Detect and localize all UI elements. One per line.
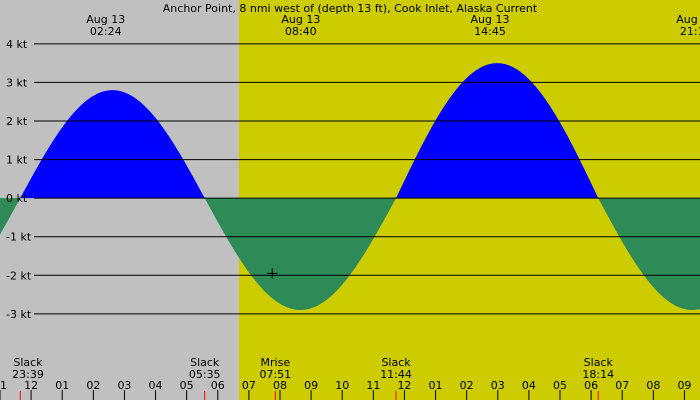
ebb-area [0, 198, 700, 310]
hour-tick-label: 03 [117, 379, 131, 392]
event-time-label: 23:39 [12, 368, 44, 381]
y-axis-labels: 4 kt 3 kt 2 kt 1 kt 0 kt -1 kt -2 kt -3 kt [6, 38, 32, 321]
event-title-label: Slack [584, 356, 614, 369]
hour-tick-label: 03 [491, 379, 505, 392]
event-title-label: Slack [13, 356, 43, 369]
hour-tick-label: 05 [553, 379, 567, 392]
event-title-label: Slack [381, 356, 411, 369]
current-areas [0, 63, 700, 310]
hour-tick-label: 11 [0, 379, 7, 392]
hour-tick-label: 11 [366, 379, 380, 392]
hour-tick-label: 06 [211, 379, 225, 392]
slack-event-labels: Slack23:39Slack05:35Mrise07:51Slack11:44… [12, 356, 614, 381]
hour-tick-label: 01 [429, 379, 443, 392]
event-time-label: 05:35 [189, 368, 221, 381]
hour-tick-label: 07 [242, 379, 256, 392]
hour-tick-label: 12 [24, 379, 38, 392]
y-tick-label: 4 kt [6, 38, 28, 51]
y-tick-label: 3 kt [6, 76, 28, 89]
extreme-date-label: Aug 13 [86, 13, 125, 26]
event-time-label: 07:51 [259, 368, 291, 381]
y-tick-label: 0 kt [6, 192, 28, 205]
extreme-time-label: 08:40 [285, 25, 317, 38]
hour-tick-label: 07 [615, 379, 629, 392]
event-time-label: 18:14 [582, 368, 614, 381]
hour-tick-label: 09 [304, 379, 318, 392]
current-position-marker [267, 268, 278, 279]
hour-tick-label: 10 [335, 379, 349, 392]
extreme-date-label: Aug 1 [676, 13, 700, 26]
y-tick-label: 1 kt [6, 154, 28, 167]
hour-tick-label: 04 [522, 379, 536, 392]
event-time-label: 11:44 [380, 368, 412, 381]
extreme-time-label: 02:24 [90, 25, 122, 38]
y-tick-label: -3 kt [6, 308, 32, 321]
extreme-date-label: Aug 13 [471, 13, 510, 26]
chart-title: Anchor Point, 8 nmi west of (depth 13 ft… [163, 2, 538, 15]
hour-tick-label: 04 [149, 379, 163, 392]
hour-tick-label: 08 [646, 379, 660, 392]
event-title-label: Mrise [261, 356, 291, 369]
hour-tick-label: 02 [460, 379, 474, 392]
hour-tick-label: 01 [55, 379, 69, 392]
hour-tick-label: 06 [584, 379, 598, 392]
extreme-time-label: 21:1 [680, 25, 700, 38]
hour-axis: 11 12 01 02 03 04 05 06 07 08 09 10 11 12 01 02 03 04 05 06… [0, 379, 691, 400]
grid-lines [34, 43, 700, 315]
hour-tick-label: 05 [180, 379, 194, 392]
y-tick-label: -1 kt [6, 231, 32, 244]
hour-tick-label: 08 [273, 379, 287, 392]
flood-area [0, 63, 700, 199]
y-tick-label: 2 kt [6, 115, 28, 128]
hour-tick-label: 02 [86, 379, 100, 392]
y-tick-label: -2 kt [6, 269, 32, 282]
event-title-label: Slack [190, 356, 220, 369]
extreme-time-label: 14:45 [474, 25, 506, 38]
hour-tick-label: 12 [397, 379, 411, 392]
extreme-date-label: Aug 13 [281, 13, 320, 26]
hour-tick-label: 09 [677, 379, 691, 392]
